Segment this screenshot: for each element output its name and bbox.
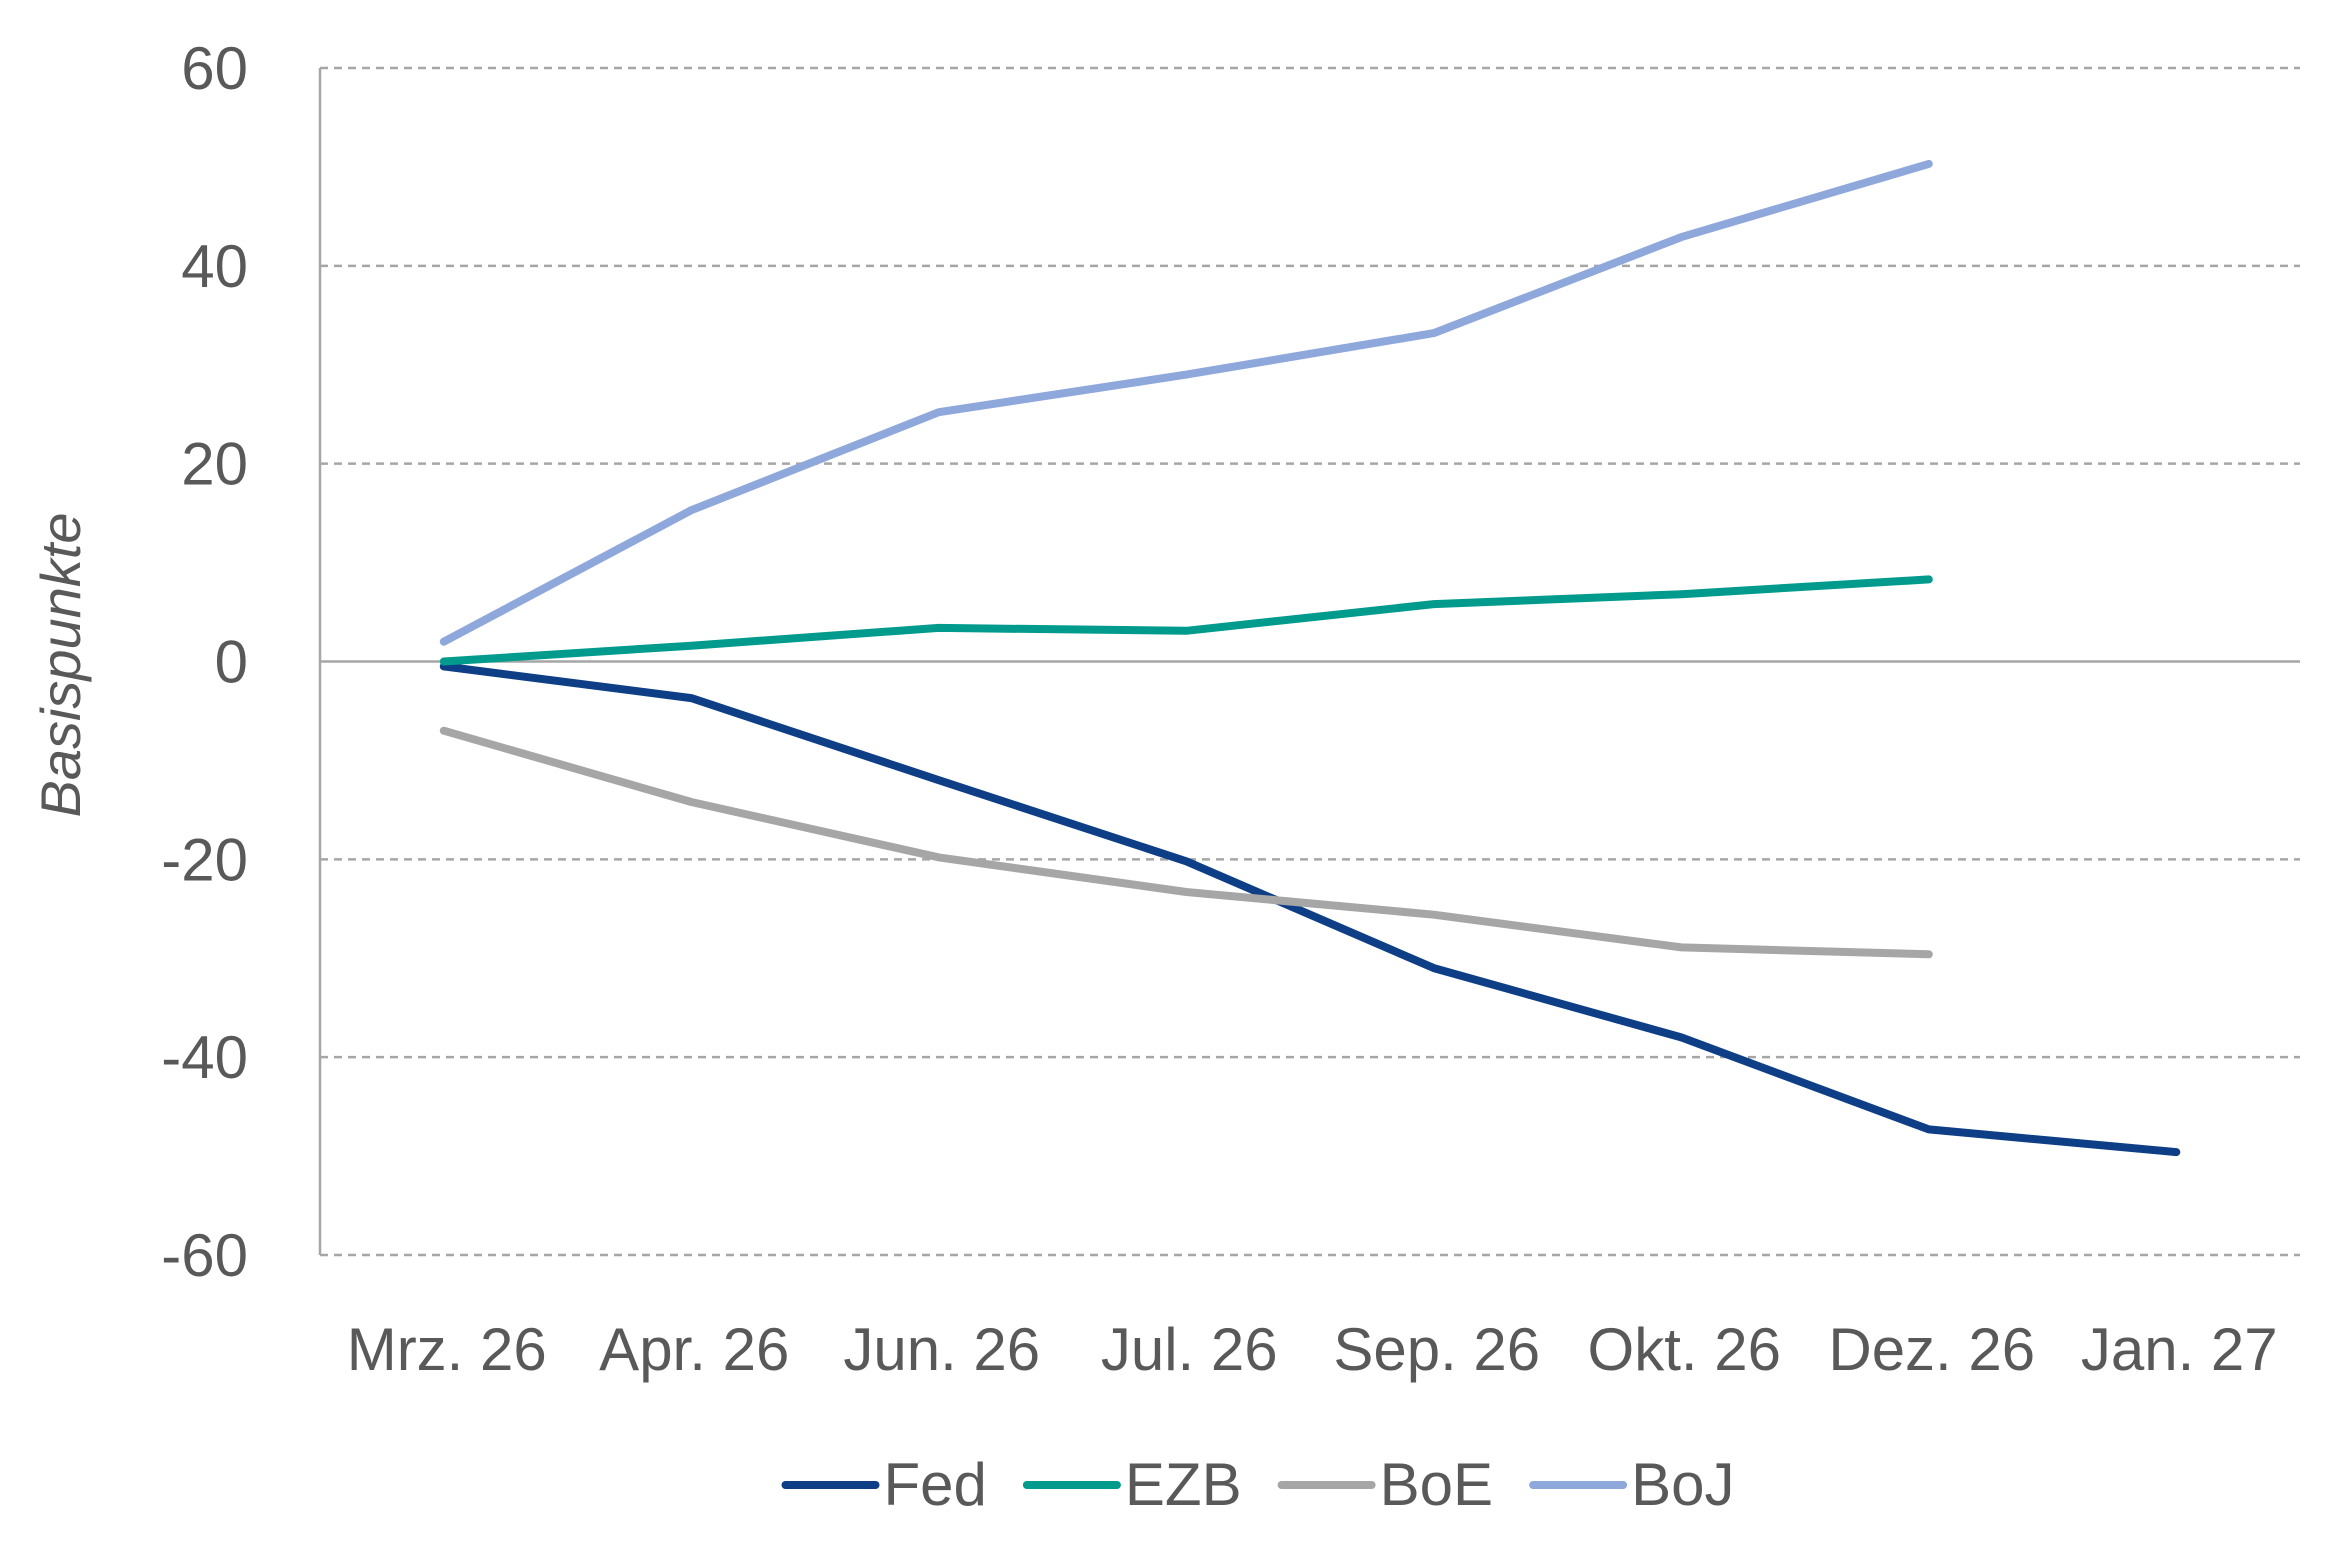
axes (318, 68, 2300, 1255)
legend-label: BoJ (1631, 1451, 1734, 1518)
legend: Fed EZB BoE BoJ (781, 1451, 1734, 1518)
legend-item-boe: BoE (1277, 1451, 1493, 1518)
legend-item-ezb: EZB (1022, 1451, 1242, 1518)
series-line-ezb (439, 575, 1933, 666)
y-tick-label: 20 (181, 431, 248, 498)
series-lines (439, 159, 2181, 1157)
y-tick-label: 0 (215, 629, 248, 696)
x-tick-label: Okt. 26 (1588, 1316, 1781, 1383)
y-tick-label: -40 (161, 1024, 248, 1091)
x-tick-label: Jul. 26 (1101, 1316, 1278, 1383)
x-tick-label: Sep. 26 (1333, 1316, 1540, 1383)
legend-label: Fed (884, 1451, 987, 1518)
y-tick-label: -20 (161, 826, 248, 893)
grid-lines (320, 66, 2300, 1257)
x-tick-label: Jan. 27 (2081, 1316, 2278, 1383)
y-tick-labels: 60 40 20 0 -20 -40 -60 (161, 35, 248, 1289)
legend-label: BoE (1380, 1451, 1493, 1518)
x-tick-label: Apr. 26 (599, 1316, 789, 1383)
y-tick-label: 60 (181, 35, 248, 102)
legend-item-fed: Fed (781, 1451, 987, 1518)
series-line-boe (439, 726, 1933, 959)
x-tick-label: Jun. 26 (843, 1316, 1040, 1383)
series-line-boj (439, 159, 1933, 646)
x-tick-label: Dez. 26 (1828, 1316, 2035, 1383)
y-tick-label: -60 (161, 1222, 248, 1289)
legend-item-boj: BoJ (1529, 1451, 1734, 1518)
y-tick-label: 40 (181, 233, 248, 300)
x-tick-label: Mrz. 26 (347, 1316, 547, 1383)
x-tick-labels: Mrz. 26 Apr. 26 Jun. 26 Jul. 26 Sep. 26 Okt. … (347, 1316, 2278, 1383)
series-line-fed (439, 662, 2181, 1157)
legend-label: EZB (1125, 1451, 1242, 1518)
y-axis-label: Basispunkte (29, 512, 92, 817)
